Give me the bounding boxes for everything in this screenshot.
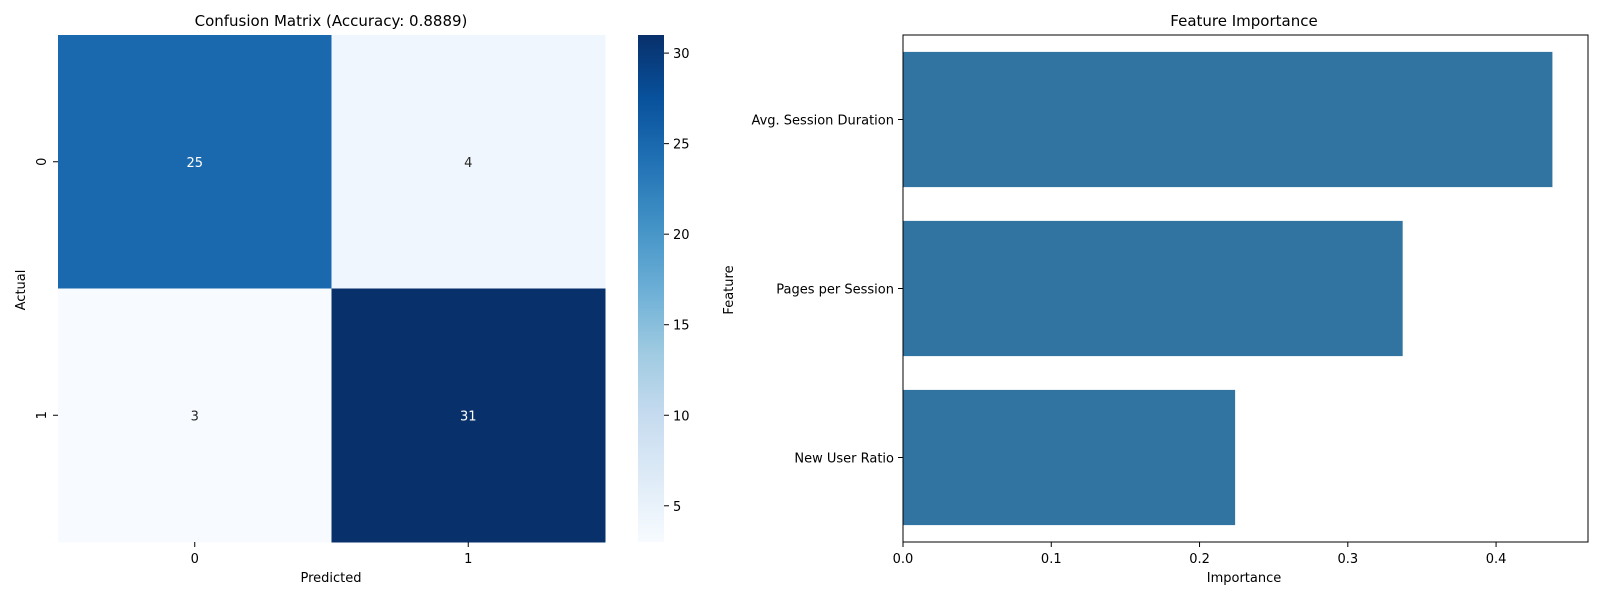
y-tick-label: Pages per Session [776, 283, 894, 298]
colorbar-gradient [638, 35, 664, 542]
confusion-matrix-title: Confusion Matrix (Accuracy: 0.8889) [195, 12, 468, 30]
colorbar-tick-label: 15 [673, 319, 690, 334]
heatmap-cell [58, 35, 332, 289]
heatmap-cell-label: 31 [460, 409, 477, 424]
feature-importance-y-ticks: Avg. Session Duration Pages per Session Ne… [751, 114, 903, 467]
y-tick-label: Avg. Session Duration [751, 114, 894, 129]
x-tick-label: 0.3 [1337, 552, 1358, 567]
x-tick-label: 0.2 [1189, 552, 1210, 567]
y-tick-label: 0 [35, 158, 50, 166]
heatmap-cell-label: 3 [191, 409, 199, 424]
y-tick-label: New User Ratio [794, 452, 894, 467]
feature-importance-title: Feature Importance [1170, 12, 1317, 30]
colorbar-tick-label: 30 [673, 47, 690, 62]
feature-importance-x-ticks: 0.0 0.1 0.2 0.3 0.4 [893, 542, 1507, 567]
heatmap-cell-label: 4 [464, 156, 472, 171]
confusion-matrix-panel: Confusion Matrix (Accuracy: 0.8889) 25 4 3… [14, 12, 606, 586]
x-tick-label: 0.0 [893, 552, 914, 567]
colorbar-tick-label: 5 [673, 500, 681, 515]
feature-importance-xlabel: Importance [1207, 571, 1282, 586]
feature-importance-bar [903, 389, 1236, 526]
colorbar-tick-label: 25 [673, 138, 690, 153]
confusion-matrix-ylabel: Actual [14, 270, 29, 311]
feature-importance-ylabel: Feature [722, 265, 737, 314]
feature-importance-panel: Feature Importance Avg. Session Duration… [722, 12, 1589, 586]
confusion-matrix-cells [58, 35, 606, 543]
x-tick-label: 0 [191, 552, 199, 567]
feature-importance-bars [903, 51, 1553, 526]
x-tick-label: 0.1 [1041, 552, 1062, 567]
heatmap-cell [331, 288, 606, 543]
colorbar: 5 10 15 20 25 30 [638, 35, 690, 542]
x-tick-label: 0.4 [1486, 552, 1507, 567]
x-tick-label: 1 [464, 552, 472, 567]
confusion-matrix-annotations: 25 4 3 31 [186, 156, 476, 425]
heatmap-cell [58, 288, 332, 543]
feature-importance-bar [903, 220, 1403, 357]
heatmap-cell [331, 35, 606, 289]
y-tick-label: 1 [35, 411, 50, 419]
colorbar-ticks: 5 10 15 20 25 30 [664, 47, 690, 515]
colorbar-tick-label: 20 [673, 228, 690, 243]
feature-importance-bar [903, 51, 1553, 188]
heatmap-cell-label: 25 [186, 156, 203, 171]
confusion-matrix-y-ticks: 01 [35, 158, 58, 419]
colorbar-tick-label: 10 [673, 409, 690, 424]
confusion-matrix-xlabel: Predicted [300, 571, 361, 586]
